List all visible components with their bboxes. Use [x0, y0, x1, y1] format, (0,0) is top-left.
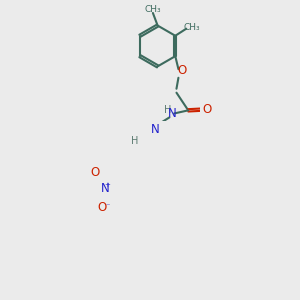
- Text: O: O: [202, 103, 212, 116]
- Text: O: O: [90, 166, 100, 179]
- Text: H: H: [131, 136, 138, 146]
- Text: N: N: [168, 107, 177, 120]
- Text: +: +: [105, 182, 110, 188]
- Text: CH₃: CH₃: [184, 22, 200, 32]
- Text: N: N: [151, 124, 160, 136]
- Text: O: O: [98, 201, 107, 214]
- Text: O: O: [177, 64, 186, 77]
- Text: N: N: [100, 182, 109, 195]
- Text: ⁻: ⁻: [105, 201, 110, 210]
- Text: CH₃: CH₃: [145, 5, 161, 14]
- Text: H: H: [164, 105, 171, 115]
